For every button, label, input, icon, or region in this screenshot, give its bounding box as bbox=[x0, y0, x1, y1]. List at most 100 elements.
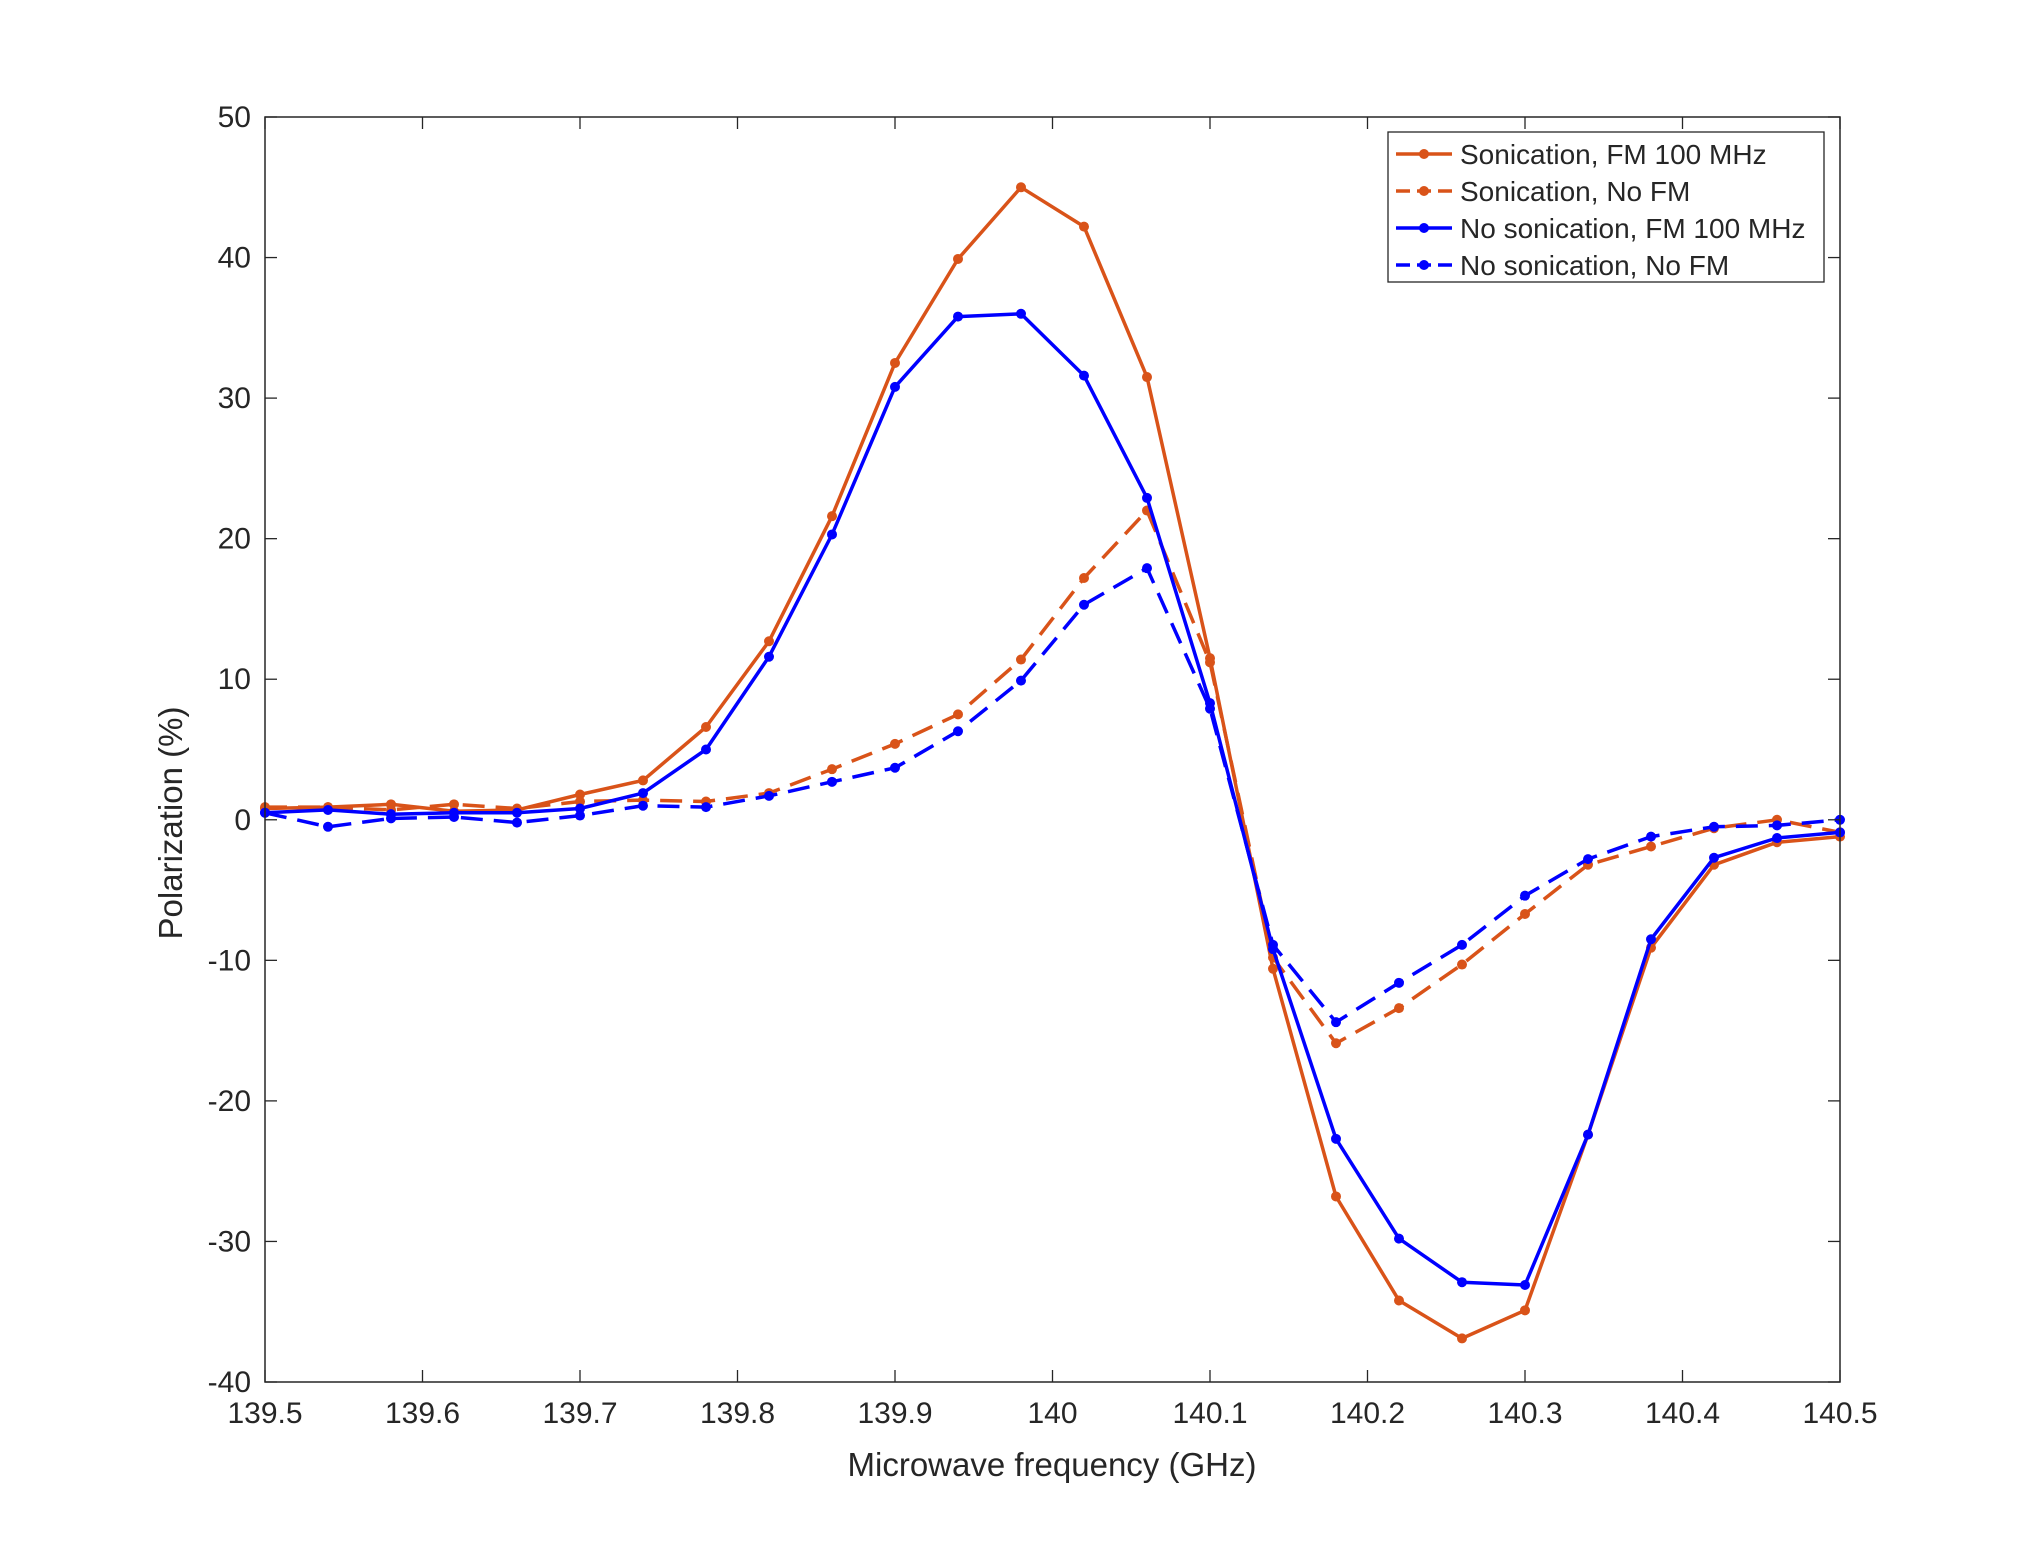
legend-item: No sonication, FM 100 MHz bbox=[1396, 213, 1805, 244]
data-point bbox=[953, 311, 963, 322]
data-point bbox=[1016, 675, 1026, 686]
ticks-layer: 139.5 139.6 139.7 139.8 139.9 140 140.1 140.2 14… bbox=[208, 101, 1878, 1430]
data-point bbox=[323, 821, 333, 832]
legend-marker bbox=[1419, 223, 1429, 233]
data-point bbox=[1142, 492, 1152, 503]
y-tick-label: 30 bbox=[218, 382, 251, 415]
y-tick-label: 50 bbox=[218, 101, 251, 134]
data-point bbox=[575, 789, 585, 800]
data-point bbox=[1772, 833, 1782, 844]
y-tick-label: -10 bbox=[208, 944, 251, 977]
data-point bbox=[1079, 599, 1089, 610]
data-point bbox=[1205, 703, 1215, 714]
data-point bbox=[1394, 1295, 1404, 1306]
data-point bbox=[1520, 1305, 1530, 1316]
x-tick-label: 139.5 bbox=[227, 1397, 302, 1430]
data-point bbox=[638, 788, 648, 799]
data-point bbox=[1583, 854, 1593, 865]
y-axis-label: Polarization (%) bbox=[152, 707, 189, 940]
legend-box bbox=[1387, 131, 1825, 283]
y-tick-label: -30 bbox=[208, 1225, 251, 1258]
legend-item: Sonication, No FM bbox=[1396, 176, 1690, 207]
data-point bbox=[1772, 820, 1782, 831]
data-point bbox=[764, 651, 774, 662]
data-point bbox=[1331, 1133, 1341, 1144]
data-point bbox=[953, 709, 963, 720]
x-tick-label: 140.1 bbox=[1172, 1397, 1247, 1430]
y-tick-label: 10 bbox=[218, 663, 251, 696]
data-point bbox=[1205, 657, 1215, 668]
legend-marker bbox=[1419, 186, 1429, 196]
y-tick-label: 40 bbox=[218, 242, 251, 275]
x-tick-label: 140 bbox=[1027, 1397, 1077, 1430]
data-point bbox=[449, 799, 459, 810]
data-point bbox=[1520, 890, 1530, 901]
data-point bbox=[1016, 182, 1026, 193]
data-point bbox=[1709, 852, 1719, 863]
legend-label: Sonication, FM 100 MHz bbox=[1460, 139, 1767, 170]
data-point bbox=[701, 722, 711, 733]
x-tick-label: 139.6 bbox=[385, 1397, 460, 1430]
series-4 bbox=[260, 563, 1845, 1028]
data-point bbox=[827, 529, 837, 540]
data-point bbox=[512, 807, 522, 818]
series-line bbox=[264, 566, 1841, 1024]
plot-area bbox=[265, 117, 1840, 1382]
x-tick-label: 139.8 bbox=[700, 1397, 775, 1430]
data-point bbox=[575, 810, 585, 821]
y-tick-label: -20 bbox=[208, 1085, 251, 1118]
data-point bbox=[1709, 821, 1719, 832]
data-point bbox=[449, 811, 459, 822]
series-line bbox=[265, 508, 1841, 1046]
data-point bbox=[764, 636, 774, 647]
data-point bbox=[1520, 1280, 1530, 1291]
data-point bbox=[1646, 934, 1656, 945]
data-point bbox=[1016, 308, 1026, 319]
data-point bbox=[1016, 654, 1026, 665]
data-point bbox=[1457, 1277, 1467, 1288]
x-axis-label: Microwave frequency (GHz) bbox=[848, 1446, 1257, 1483]
x-tick-label: 140.2 bbox=[1330, 1397, 1405, 1430]
data-point bbox=[1457, 1333, 1467, 1344]
data-point bbox=[953, 726, 963, 737]
data-point bbox=[1394, 1003, 1404, 1014]
legend-item: Sonication, FM 100 MHz bbox=[1396, 139, 1767, 170]
data-point bbox=[764, 790, 774, 801]
data-point bbox=[1268, 939, 1278, 950]
x-tick-label: 140.3 bbox=[1487, 1397, 1562, 1430]
data-point bbox=[323, 804, 333, 815]
legend-label: No sonication, FM 100 MHz bbox=[1460, 213, 1805, 244]
legend-item: No sonication, No FM bbox=[1396, 250, 1729, 281]
y-tick-label: 20 bbox=[218, 523, 251, 556]
data-point bbox=[1079, 573, 1089, 584]
legend-marker bbox=[1419, 149, 1429, 159]
data-point bbox=[1142, 372, 1152, 383]
data-point bbox=[1646, 831, 1656, 842]
data-point bbox=[890, 381, 900, 392]
data-point bbox=[827, 776, 837, 787]
y-tick-label: 0 bbox=[234, 804, 251, 837]
data-point bbox=[701, 744, 711, 755]
data-point bbox=[1394, 1233, 1404, 1244]
data-point bbox=[1331, 1038, 1341, 1049]
x-tick-label: 139.7 bbox=[542, 1397, 617, 1430]
legend-marker bbox=[1419, 260, 1429, 270]
x-tick-label: 140.5 bbox=[1802, 1397, 1877, 1430]
data-point bbox=[1079, 370, 1089, 381]
data-point bbox=[701, 802, 711, 813]
legend-label: Sonication, No FM bbox=[1460, 176, 1690, 207]
data-point bbox=[512, 817, 522, 828]
data-point bbox=[1331, 1191, 1341, 1202]
data-point bbox=[827, 511, 837, 522]
axes-box bbox=[264, 116, 1841, 1383]
data-point bbox=[1142, 563, 1152, 574]
x-tick-label: 139.9 bbox=[857, 1397, 932, 1430]
data-point bbox=[1457, 939, 1467, 950]
data-point bbox=[1646, 841, 1656, 852]
data-point bbox=[953, 253, 963, 264]
data-point bbox=[1583, 1129, 1593, 1140]
legend-label: No sonication, No FM bbox=[1460, 250, 1729, 281]
legend: Sonication, FM 100 MHz Sonication, No FM N… bbox=[1387, 131, 1825, 283]
